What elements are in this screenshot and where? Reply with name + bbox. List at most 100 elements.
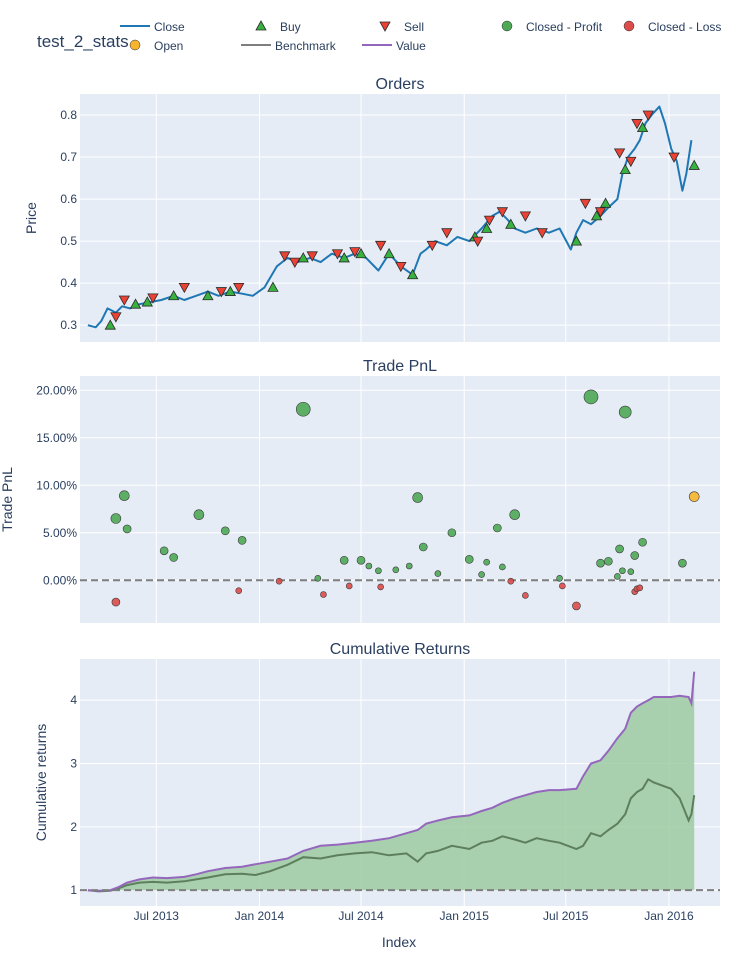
closed-profit-marker [295, 401, 311, 417]
x-tick-label: Jul 2015 [543, 909, 589, 923]
buy-marker [599, 197, 612, 208]
value-line [87, 671, 696, 892]
sell-marker [496, 207, 509, 218]
closed-profit-marker [478, 571, 485, 578]
sell-marker [426, 240, 438, 252]
buy-marker [383, 247, 395, 259]
sell-marker [642, 110, 654, 121]
closed-loss-marker [235, 587, 243, 595]
legend: Close Buy Sell Closed - Profit Closed - Loss… [120, 20, 721, 53]
value-fill-area [87, 671, 695, 891]
sell-marker [178, 282, 191, 294]
closed-profit-marker [405, 562, 413, 570]
closed-profit-marker [583, 389, 599, 405]
closed-profit-marker [596, 558, 605, 568]
closed-loss-marker [377, 583, 384, 591]
buy-marker [505, 218, 517, 229]
y-tick-label: 2 [70, 820, 77, 834]
closed-profit-marker [614, 573, 621, 580]
legend-swatch [501, 20, 513, 32]
legend-item-closed-profit: Closed - Profit [501, 20, 603, 34]
x-axis-title: Index [382, 934, 416, 950]
closed-profit-marker [314, 575, 322, 582]
y-tick-label: 0.8 [60, 108, 77, 122]
sell-marker [110, 312, 122, 323]
y-axis-title: Price [23, 202, 39, 234]
sell-marker [374, 240, 387, 252]
y-tick-label: 0.5 [60, 234, 77, 248]
closed-profit-marker [615, 544, 624, 554]
legend-item-closed-loss: Closed - Loss [623, 20, 721, 34]
benchmark-line [87, 777, 696, 893]
buy-marker [129, 298, 142, 309]
closed-profit-marker [412, 492, 423, 503]
x-tick-label: Jan 2014 [235, 909, 285, 923]
sell-marker [147, 293, 159, 304]
sell-marker [233, 282, 245, 294]
buy-marker [355, 247, 367, 259]
closed-profit-marker [619, 567, 626, 575]
legend-label: Buy [280, 20, 301, 34]
sell-marker [441, 228, 453, 239]
closed-profit-marker [630, 551, 640, 560]
closed-profit-marker [464, 555, 474, 564]
closed-profit-marker [375, 567, 382, 575]
legend-label: Close [154, 20, 185, 34]
closed-loss-marker [559, 582, 566, 590]
sell-marker [668, 152, 680, 163]
closed-profit-marker [638, 537, 647, 547]
closed-loss-marker [522, 592, 529, 599]
plot-area [80, 376, 720, 623]
buy-marker [619, 163, 631, 175]
buy-marker [338, 252, 350, 263]
buy-marker [202, 289, 214, 301]
closed-profit-marker [365, 562, 373, 570]
legend-item-sell: Sell [379, 20, 424, 34]
closed-profit-marker [499, 563, 506, 571]
closed-profit-marker [159, 546, 169, 556]
sell-marker [306, 251, 318, 262]
y-tick-label: 20.00% [36, 383, 77, 397]
orders-panel: 0.3 0.4 0.5 0.6 0.7 0.8 Orders Price [23, 76, 720, 342]
closed-profit-marker [237, 536, 247, 545]
legend-swatch [255, 20, 267, 31]
sell-marker [631, 119, 643, 130]
closed-profit-marker [392, 566, 400, 574]
closed-profit-marker [618, 405, 632, 419]
y-axis-title: Trade PnL [0, 467, 15, 532]
sell-marker [472, 236, 484, 247]
y-tick-label: 1 [70, 883, 77, 897]
plot-area [80, 94, 720, 342]
y-tick-label: 15.00% [36, 431, 77, 445]
closed-profit-marker [418, 542, 428, 552]
sell-marker [579, 198, 592, 210]
sell-marker [215, 287, 228, 298]
closed-profit-marker [339, 555, 349, 565]
closed-profit-marker [119, 490, 130, 502]
closed-profit-marker [678, 558, 687, 568]
closed-loss-marker [507, 577, 515, 585]
legend-label: Sell [404, 20, 424, 34]
closed-loss-marker [345, 582, 353, 590]
sell-marker [613, 148, 626, 159]
buy-marker [224, 285, 237, 296]
y-tick-label: 5.00% [43, 526, 77, 540]
y-tick-label: 0.6 [60, 192, 77, 206]
legend-label: Closed - Profit [526, 20, 603, 34]
legend-swatch [129, 39, 141, 51]
sell-marker [279, 251, 291, 262]
figure-title: test_2_stats [37, 32, 129, 51]
trade-pnl-panel: 0.00% 5.00% 10.00% 15.00% 20.00% Trade PnL Tra… [0, 358, 720, 623]
closed-loss-marker [636, 584, 644, 592]
legend-label: Value [396, 39, 426, 53]
sell-marker [483, 215, 496, 226]
buy-marker [688, 159, 700, 170]
sell-marker [594, 207, 607, 218]
closed-loss-marker [320, 591, 327, 598]
sell-marker [625, 156, 637, 168]
closed-profit-marker [556, 575, 563, 582]
sell-marker [519, 211, 532, 222]
sell-marker [536, 228, 548, 239]
closed-profit-marker [169, 553, 178, 562]
